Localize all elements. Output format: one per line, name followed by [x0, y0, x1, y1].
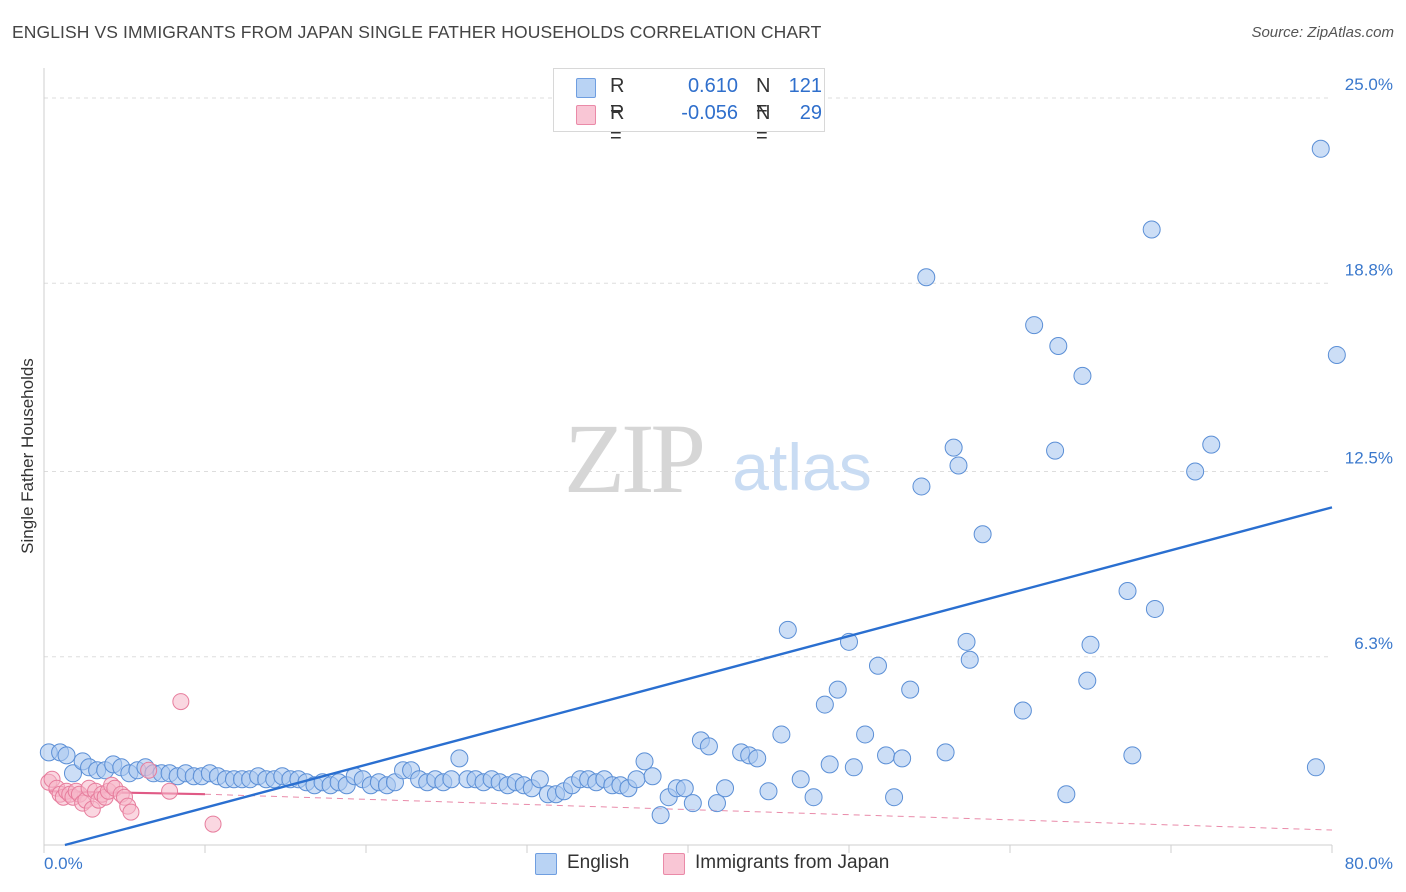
english-point: [1078, 671, 1097, 690]
english-point: [643, 767, 662, 786]
english-point: [699, 737, 718, 756]
english-point: [844, 758, 863, 777]
english-point: [651, 806, 670, 825]
english-point: [1081, 635, 1100, 654]
japan-point: [161, 782, 179, 800]
source-credit: Source: ZipAtlas.com: [1251, 24, 1394, 41]
bottom-legend-label-english: English: [567, 852, 630, 873]
english-point: [917, 268, 936, 287]
english-point: [748, 749, 767, 768]
english-point: [1202, 435, 1221, 454]
english-point: [828, 680, 847, 699]
english-point: [1327, 345, 1346, 364]
english-point: [675, 779, 694, 798]
english-point: [530, 770, 549, 789]
gridlines: [44, 97, 1332, 658]
english-point: [1142, 220, 1161, 239]
english-point: [683, 794, 702, 813]
english-point: [815, 695, 834, 714]
english-point: [1306, 758, 1325, 777]
axes: [43, 68, 1333, 853]
english-point: [936, 743, 955, 762]
english-point: [1145, 599, 1164, 618]
english-point: [772, 725, 791, 744]
english-point: [57, 746, 76, 765]
english-point: [1186, 462, 1205, 481]
english-point: [450, 749, 469, 768]
english-point: [791, 770, 810, 789]
english-point: [635, 752, 654, 771]
watermark: ZIP atlas: [564, 403, 872, 514]
bottom-legend-label-japan: Immigrants from Japan: [695, 852, 890, 873]
y-tick-label: 12.5%: [1345, 449, 1393, 468]
english-point: [1025, 316, 1044, 335]
english-point: [893, 749, 912, 768]
english-point: [804, 788, 823, 807]
english-point: [1311, 139, 1330, 158]
english-point: [868, 656, 887, 675]
legend-n-value: 121: [788, 75, 822, 97]
japan-point: [140, 761, 158, 779]
english-point: [973, 525, 992, 544]
y-tick-label: 18.8%: [1345, 260, 1393, 279]
legend-n-label: N =: [756, 102, 771, 147]
y-tick-label: 6.3%: [1354, 634, 1393, 653]
bottom-legend-swatch-japan: [663, 853, 685, 875]
english-trend-group: [64, 506, 1333, 847]
english-point: [944, 438, 963, 457]
english-point: [960, 650, 979, 669]
english-point: [63, 764, 82, 783]
english-point: [912, 477, 931, 496]
legend-r-label: R =: [610, 102, 625, 147]
english-point: [778, 620, 797, 639]
y-axis-label: Single Father Households: [18, 358, 37, 554]
english-point: [1046, 441, 1065, 460]
english-point: [856, 725, 875, 744]
english-trend-line: [64, 506, 1333, 847]
english-point: [1013, 701, 1032, 720]
english-point: [1118, 582, 1137, 601]
tick-labels: 6.3% 12.5% 18.8% 25.0% 0.0% 80.0%: [44, 75, 1393, 873]
correlation-legend: R = 0.610 N = 121 R = -0.056 N = 29: [553, 68, 825, 147]
japan-point: [204, 815, 222, 833]
english-point: [759, 782, 778, 801]
japan-trend-line-extended: [204, 793, 1333, 831]
english-point: [877, 746, 896, 765]
english-point: [707, 794, 726, 813]
english-point: [1123, 746, 1142, 765]
legend-swatch-english: [576, 78, 596, 98]
english-point: [1057, 785, 1076, 804]
english-point: [885, 788, 904, 807]
y-tick-label: 25.0%: [1345, 75, 1393, 94]
japan-point: [122, 803, 140, 821]
bottom-legend-swatch-english: [535, 853, 557, 875]
english-point: [820, 755, 839, 774]
english-point: [901, 680, 920, 699]
english-point: [957, 632, 976, 651]
japan-points: [40, 693, 222, 833]
english-point: [949, 456, 968, 475]
chart-title: ENGLISH VS IMMIGRANTS FROM JAPAN SINGLE …: [12, 22, 822, 42]
x-tick-label: 80.0%: [1345, 854, 1393, 873]
japan-point: [172, 693, 190, 711]
legend-n-label: N =: [756, 75, 771, 120]
english-point: [716, 779, 735, 798]
x-tick-label: 0.0%: [44, 854, 83, 873]
legend-n-value: 29: [799, 102, 822, 124]
legend-r-value: 0.610: [687, 75, 738, 97]
english-point: [442, 770, 461, 789]
watermark-atlas: atlas: [732, 430, 871, 504]
legend-r-label: R =: [610, 75, 625, 120]
english-point: [627, 770, 646, 789]
legend-swatch-japan: [576, 105, 596, 125]
legend-r-value: -0.056: [681, 102, 738, 124]
watermark-zip: ZIP: [564, 403, 702, 514]
english-point: [1049, 337, 1068, 356]
english-point: [1073, 366, 1092, 385]
